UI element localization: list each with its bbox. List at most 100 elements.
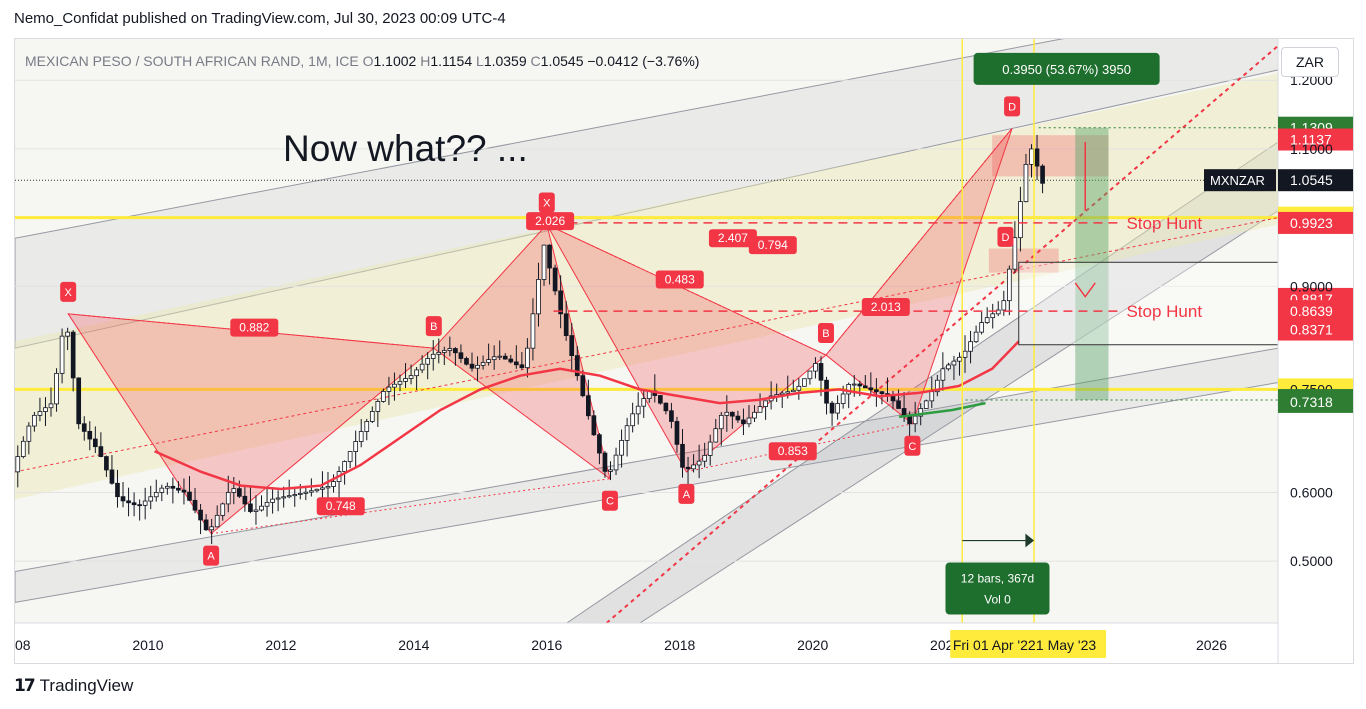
candle-body <box>353 441 359 452</box>
candle-body <box>187 491 192 501</box>
candle-body <box>115 482 120 498</box>
pattern-dotted-leg <box>68 313 434 349</box>
moving-average-red <box>154 340 1020 491</box>
candle-body <box>253 509 259 512</box>
candle-body <box>358 431 364 442</box>
candle-body <box>126 500 131 504</box>
ratio-label: 0.882 <box>239 321 269 335</box>
x-tick-label: 2020 <box>797 637 828 653</box>
ratio-badge <box>861 297 910 316</box>
candle-body <box>591 415 597 436</box>
pattern-dotted-leg <box>825 128 1013 356</box>
candle-body <box>259 505 264 511</box>
pattern-point-label: X <box>543 198 551 210</box>
pattern-point-badge <box>60 281 77 302</box>
trendline-long <box>15 217 1279 473</box>
candle-body <box>757 406 763 413</box>
x-highlight-end: 1 May '23 <box>1036 637 1096 653</box>
candle-body <box>1040 165 1045 184</box>
measure-area <box>1075 127 1109 401</box>
y-tick-label: 1.1000 <box>1290 141 1333 157</box>
candle-body <box>309 490 314 493</box>
candle-body <box>896 400 901 409</box>
header-part: C <box>531 53 541 69</box>
candle-body <box>242 495 248 505</box>
brand-name: TradingView <box>39 676 134 695</box>
candle-body <box>951 360 957 366</box>
candle-body <box>486 359 491 363</box>
d-zone-box-upper <box>992 135 1109 177</box>
candle-body <box>552 267 558 292</box>
candle-body <box>752 411 757 419</box>
candle-body <box>990 313 996 319</box>
header-part: O <box>363 53 374 69</box>
candle-body <box>381 391 386 402</box>
currency-button[interactable]: ZAR <box>1281 47 1339 77</box>
candle-body <box>281 496 287 499</box>
pattern-point-badge <box>1004 96 1021 117</box>
candle-body <box>724 411 730 416</box>
candle-body <box>513 361 519 366</box>
price-label-bg <box>1278 169 1353 192</box>
candle-body <box>630 413 635 427</box>
candle-body <box>137 504 142 507</box>
price-label: 1.0545 <box>1290 172 1333 188</box>
candle-body <box>109 469 115 484</box>
candle-body <box>142 500 148 506</box>
x-tick-label: 2012 <box>265 637 296 653</box>
candle-body <box>563 313 569 336</box>
candle-body <box>76 377 82 425</box>
candle-body <box>968 341 973 352</box>
candle-body <box>325 486 331 489</box>
pattern-dotted-leg <box>211 478 611 535</box>
pattern-point-badge <box>817 323 834 344</box>
candle-body <box>1023 163 1029 203</box>
moving-average-green <box>898 401 986 419</box>
date-range-volume: Vol 0 <box>984 593 1011 607</box>
chart-frame[interactable]: 0.3950 (53.67%) 3950 Stop Hunt Stop Hunt X A… <box>14 38 1354 664</box>
candle-body <box>569 335 575 357</box>
candle-body <box>198 509 203 521</box>
x-tick-label: 2018 <box>664 637 695 653</box>
pattern-point-label: D <box>1008 101 1016 113</box>
price-label-bg <box>1278 211 1353 234</box>
candle-body <box>164 485 170 489</box>
candle-body <box>946 364 951 370</box>
pattern-point-label: C <box>908 441 916 453</box>
candle-body <box>275 497 281 500</box>
candle-body <box>934 379 940 393</box>
candle-body <box>508 358 514 363</box>
candle-body <box>707 441 713 456</box>
candle-body <box>408 375 414 379</box>
price-chart[interactable]: 0.3950 (53.67%) 3950 Stop Hunt Stop Hunt X A… <box>15 39 1353 663</box>
candle-body <box>674 421 680 445</box>
candle-body <box>536 279 541 315</box>
candle-body <box>447 348 453 351</box>
candle-body <box>48 403 54 409</box>
publish-line: Nemo_Confidat published on TradingView.c… <box>14 10 506 27</box>
candle-body <box>331 481 336 487</box>
candle-body <box>392 383 397 388</box>
candle-body <box>120 496 126 502</box>
now-what-annotation: Now what?? ... <box>283 128 528 169</box>
candle-body <box>868 387 874 391</box>
candle-body <box>785 391 791 394</box>
d-zone-box-lower <box>988 248 1059 273</box>
candle-body <box>979 322 984 333</box>
candle-body <box>658 395 663 404</box>
candle-body <box>70 331 76 379</box>
brand-footer[interactable]: 17 TradingView <box>14 676 133 696</box>
candle-body <box>619 440 624 456</box>
candle-body <box>292 494 298 497</box>
candle-body <box>209 526 214 531</box>
candle-body <box>237 488 242 497</box>
candle-body <box>430 353 436 359</box>
candle-body <box>669 410 674 422</box>
candle-body <box>176 487 181 491</box>
pattern-point-badge <box>601 490 618 511</box>
candle-body <box>104 456 109 471</box>
candle-body <box>597 434 602 454</box>
date-range-arrowhead <box>1025 533 1035 548</box>
candle-body <box>829 402 835 414</box>
ratio-label: 0.853 <box>778 444 808 458</box>
